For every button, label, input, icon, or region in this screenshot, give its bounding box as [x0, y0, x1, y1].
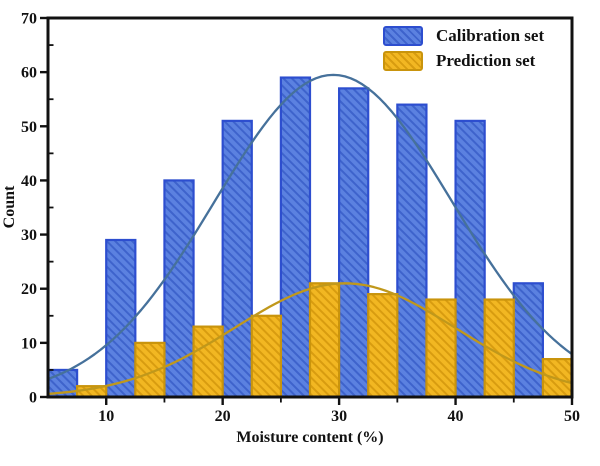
y-tick-label: 0 [29, 390, 37, 407]
prediction-swatch [383, 51, 423, 71]
y-tick-label: 20 [21, 281, 37, 298]
x-tick-label: 40 [448, 408, 464, 425]
y-axis-title: Count [1, 185, 18, 229]
calibration-curve [48, 73, 572, 381]
calibration-bar [396, 103, 428, 397]
calibration-bar [338, 87, 370, 397]
y-tick-label: 30 [21, 227, 37, 244]
prediction-bar [308, 282, 341, 397]
curves-layer [48, 73, 572, 396]
y-tick-label: 50 [21, 119, 37, 136]
y-tick-label: 70 [21, 11, 37, 28]
x-axis-title: Moisture content (%) [236, 429, 384, 446]
legend-item-prediction: Prediction set [383, 51, 544, 71]
x-tick-label: 10 [98, 408, 114, 425]
y-tick-label: 40 [21, 173, 37, 190]
prediction-bar [192, 325, 224, 397]
x-tick-label: 30 [331, 408, 347, 425]
prediction-bar [134, 341, 166, 397]
bars-layer [48, 76, 572, 397]
legend-label-calibration: Calibration set [436, 26, 545, 45]
y-tick-label: 60 [21, 65, 37, 82]
calibration-bar [279, 76, 312, 397]
prediction-bar [250, 314, 282, 397]
legend-label-prediction: Prediction set [436, 51, 536, 70]
x-tick-label: 20 [215, 408, 231, 425]
calibration-swatch [383, 26, 423, 46]
x-tick-label: 50 [564, 408, 580, 425]
calibration-bar [454, 119, 486, 397]
prediction-bar [367, 293, 399, 397]
prediction-curve [48, 282, 572, 396]
plot-frame [46, 16, 574, 399]
axes-layer: 10 20 30 40 50 0 10 20 30 40 50 60 70 [21, 11, 580, 426]
prediction-bar [425, 298, 457, 397]
legend: Calibration set Prediction set [383, 26, 544, 71]
y-tick-label: 10 [21, 335, 37, 352]
calibration-bar [221, 119, 253, 397]
legend-item-calibration: Calibration set [383, 26, 544, 46]
calibration-bar [105, 238, 137, 397]
